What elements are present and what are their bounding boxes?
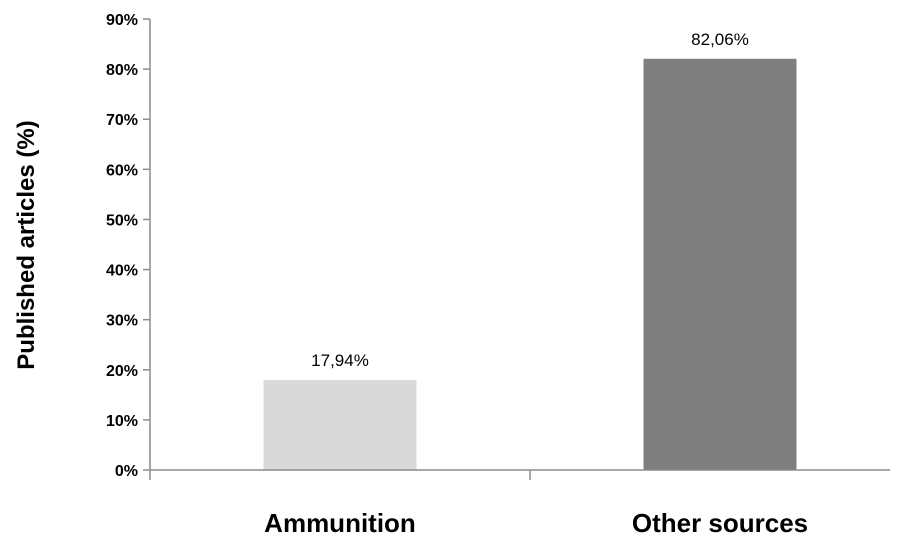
value-labels: 17,94% 82,06% (311, 30, 749, 370)
bar-value-label: 17,94% (311, 351, 369, 370)
y-tick-label: 90% (106, 12, 138, 29)
category-label: Ammunition (264, 508, 416, 538)
bar-ammunition (263, 380, 417, 470)
category-labels: Ammunition Other sources (264, 508, 808, 538)
bar-value-label: 82,06% (691, 30, 749, 49)
y-tick-label: 80% (106, 62, 138, 79)
y-tick-label: 0% (115, 463, 138, 480)
y-tick-label: 10% (106, 413, 138, 430)
y-axis-title: Published articles (%) (13, 120, 40, 369)
category-label: Other sources (632, 508, 808, 538)
y-tick-label: 60% (106, 162, 138, 179)
axes (149, 19, 890, 480)
y-tick-label: 70% (106, 112, 138, 129)
y-tick-label: 50% (106, 212, 138, 229)
y-tick-label: 30% (106, 313, 138, 330)
y-tick-label: 20% (106, 363, 138, 380)
y-axis-ticks: 0% 10% 20% 30% 40% 50% 60% 70% 80% 90% (106, 12, 150, 480)
y-axis-title-group: Published articles (%) (13, 120, 40, 369)
y-tick-label: 40% (106, 263, 138, 280)
bar-other-sources (643, 58, 797, 471)
bars (263, 58, 797, 471)
